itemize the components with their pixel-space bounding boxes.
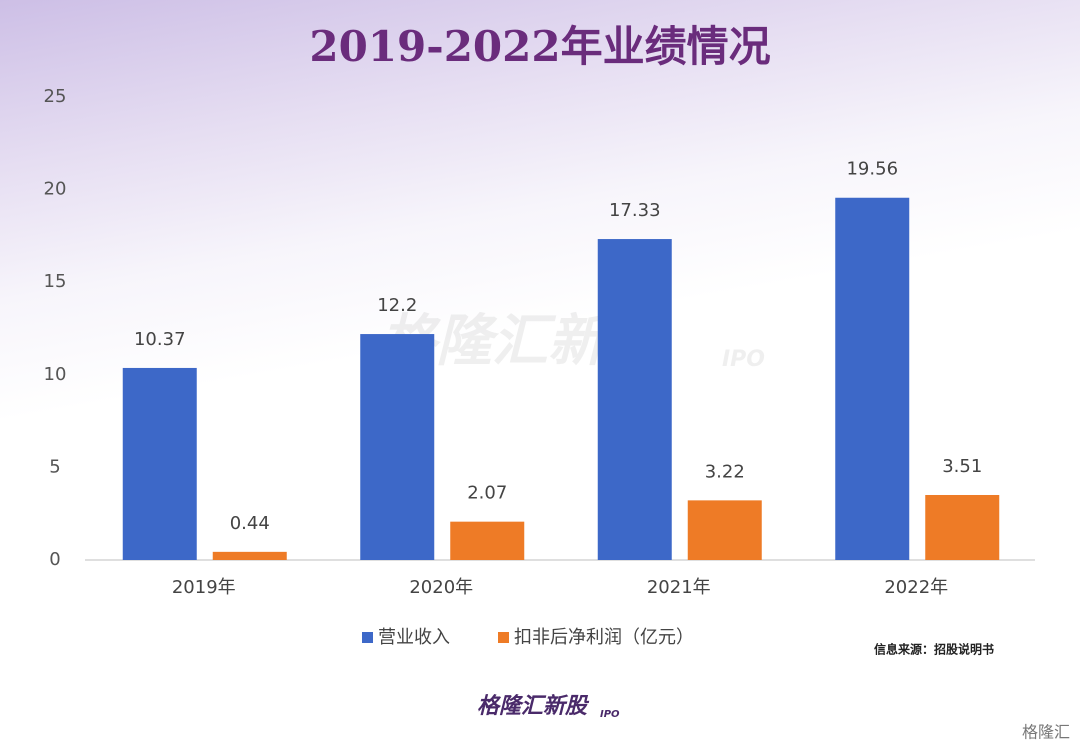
legend-swatch — [498, 632, 509, 643]
x-tick-label: 2020年 — [409, 577, 473, 598]
data-label: 17.33 — [609, 200, 661, 221]
data-label: 10.37 — [134, 329, 186, 350]
bar — [687, 500, 762, 560]
bar — [122, 367, 197, 560]
legend-label: 扣非后净利润（亿元） — [514, 627, 694, 648]
y-tick-label: 10 — [44, 364, 67, 385]
bar — [360, 334, 435, 560]
bar — [925, 494, 1000, 560]
data-label: 3.51 — [942, 456, 982, 477]
y-tick-label: 20 — [44, 179, 67, 200]
watermark-sub: IPO — [722, 347, 765, 372]
y-tick-label: 5 — [49, 456, 60, 477]
x-tick-label: 2022年 — [884, 577, 948, 598]
data-label: 12.2 — [377, 295, 417, 316]
legend-label: 营业收入 — [378, 627, 450, 648]
bar — [835, 197, 910, 561]
y-tick-label: 25 — [44, 86, 67, 107]
y-tick-label: 0 — [49, 549, 60, 570]
legend-swatch — [362, 632, 373, 643]
logo: 格隆汇新股 — [477, 693, 590, 719]
data-label: 0.44 — [230, 513, 270, 534]
corner-mark: 格隆汇 — [1022, 723, 1070, 742]
bar — [212, 551, 287, 560]
source-note: 信息来源：招股说明书 — [874, 642, 994, 657]
data-label: 3.22 — [705, 461, 745, 482]
data-label: 2.07 — [467, 483, 507, 504]
x-tick-label: 2021年 — [647, 577, 711, 598]
chart-title: 2019-2022年业绩情况 — [309, 22, 770, 71]
data-label: 19.56 — [846, 159, 898, 180]
bar — [450, 521, 525, 560]
x-tick-label: 2019年 — [172, 577, 236, 598]
logo-sub: IPO — [600, 709, 620, 720]
y-tick-label: 15 — [44, 271, 67, 292]
bar — [597, 239, 672, 560]
